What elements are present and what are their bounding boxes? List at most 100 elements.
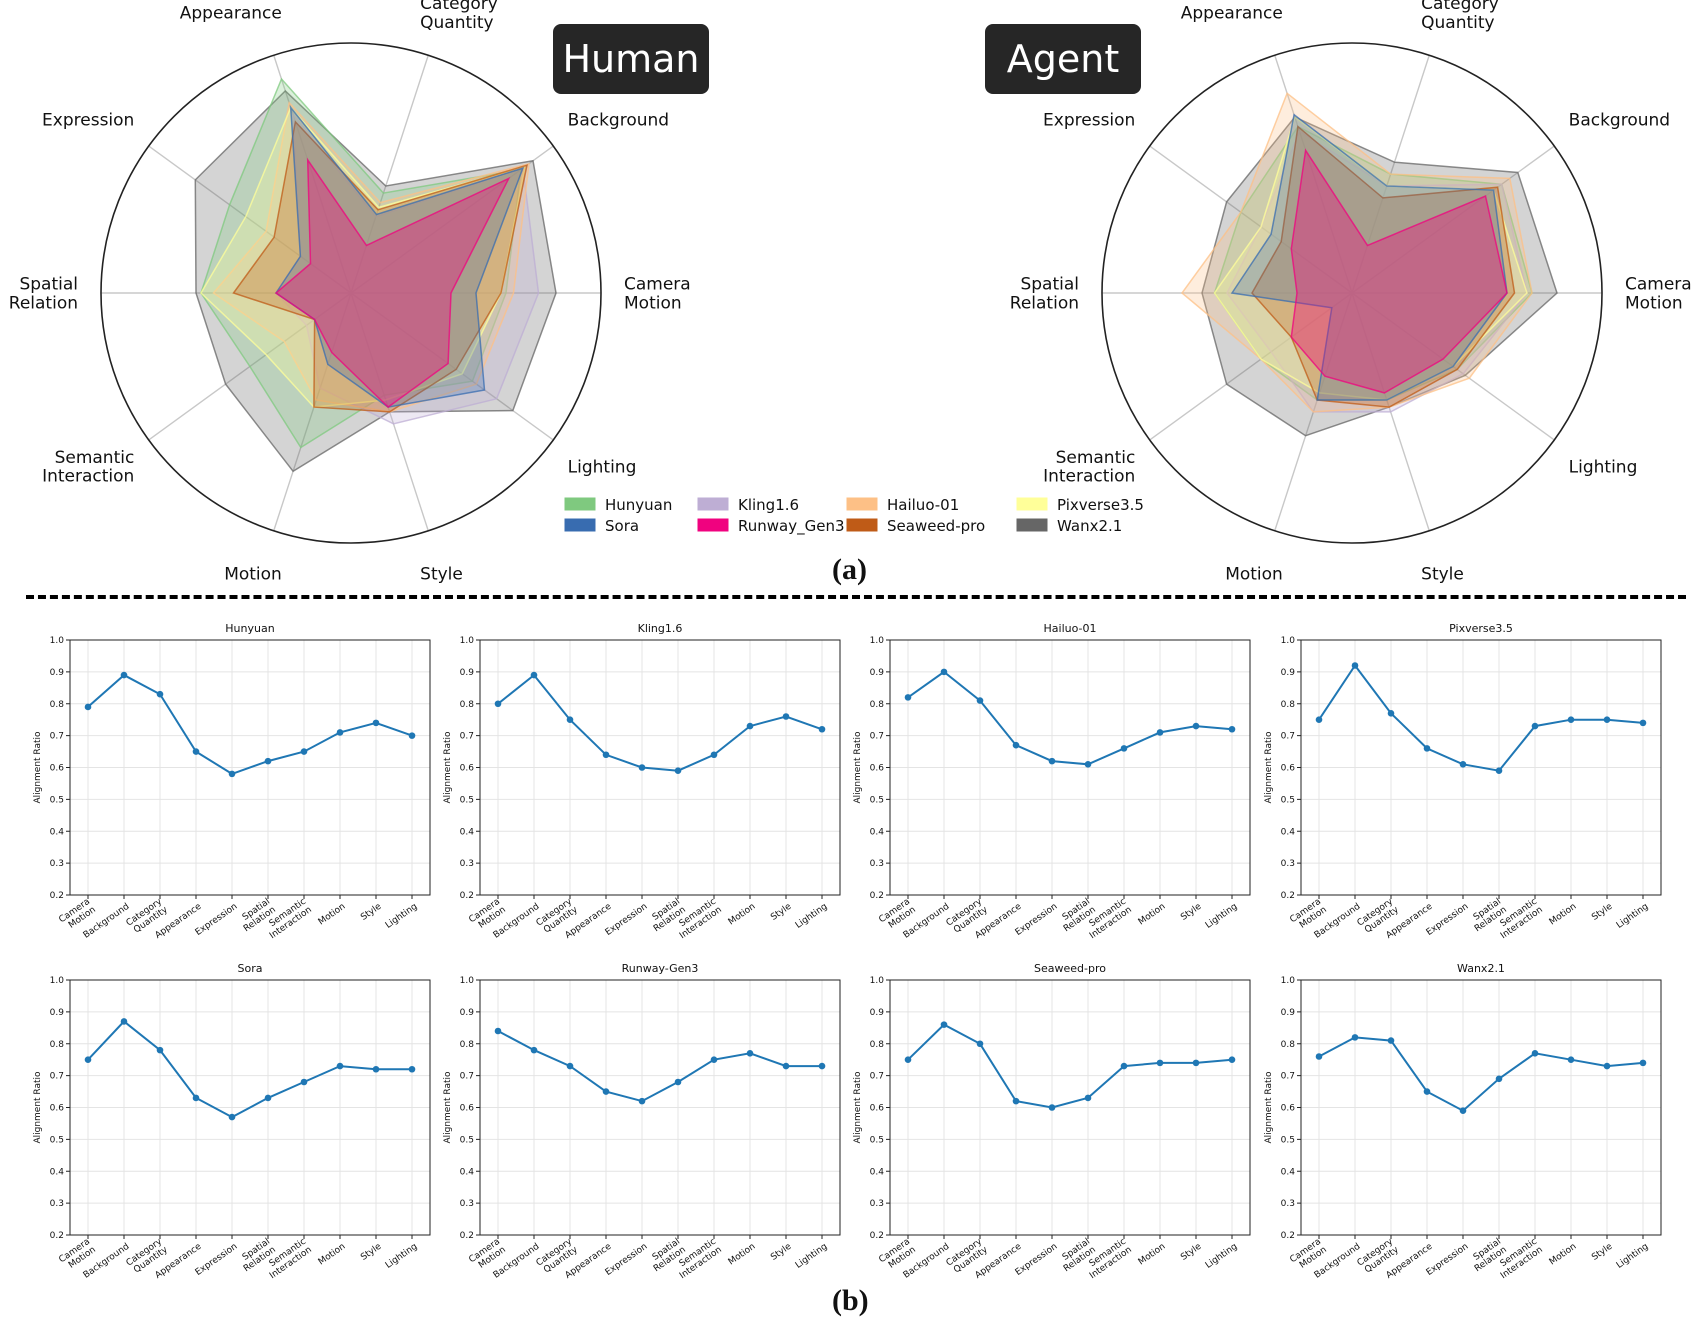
y-tick-label: 0.4 [50,827,65,837]
radar-axis-label: Category Quantity [420,0,498,33]
radar-series-hailuo-01 [212,101,530,413]
y-tick-label: 0.7 [460,1072,474,1082]
y-tick-label: 0.8 [1281,700,1296,710]
radar-series-seaweed-pro [1251,125,1516,408]
y-tick-label: 1.0 [1281,636,1296,646]
y-tick-label: 0.2 [50,891,64,901]
data-point [1495,767,1503,774]
radar-chart-human: Camera Motion Background Category Quantity Ap… [9,0,691,585]
y-tick-label: 0.4 [460,827,475,837]
y-tick-label: 0.6 [870,764,885,774]
data-point [638,1097,646,1105]
x-tick-label: SpatialRelation [646,897,687,934]
x-tick-label: Motion [1137,902,1168,928]
y-tick-label: 0.6 [1281,1104,1296,1114]
panel-b-label: (b) [832,1284,869,1317]
y-tick-label: 0.4 [1281,827,1296,837]
chart-title: Kling1.6 [638,622,683,635]
data-point [818,725,826,733]
y-tick-label: 0.4 [1281,1167,1296,1177]
series-line [497,1030,822,1103]
radar-axis-label: Semantic Interaction [1043,448,1135,487]
y-tick-label: 0.7 [460,732,474,742]
radar-axis-label: Lighting [568,457,637,477]
radar-axis-label: Lighting [1569,457,1638,477]
y-tick-label: 0.2 [460,1231,474,1241]
legend-swatch-wanx2-1 [1016,518,1048,532]
data-point [710,1056,718,1063]
chart-title: Runway-Gen3 [622,962,699,975]
y-tick-label: 0.5 [460,795,474,805]
data-point [602,751,610,759]
data-point [1192,1059,1200,1067]
series-line [1318,663,1644,772]
radar-axis-label: Motion [1225,565,1283,585]
data-point [1567,716,1575,723]
data-point [746,1050,754,1057]
y-tick-label: 0.5 [1281,795,1295,805]
data-point [1084,1094,1092,1102]
data-point [300,1078,308,1086]
data-point [1495,1075,1503,1083]
chart-title: Sora [238,962,263,975]
data-point [120,1018,128,1025]
x-tick-label: Style [1179,901,1204,922]
radar-chart-agent: Camera Motion Background Category Quantity Ap… [1010,0,1692,585]
y-tick-label: 0.3 [1281,1199,1295,1209]
y-axis-label: Alignment Ratio [33,731,43,804]
radar-title-human: Human [553,24,709,94]
data-point [674,1078,682,1086]
data-point [84,703,92,711]
y-tick-label: 0.2 [870,891,884,901]
data-point [1120,745,1128,752]
x-tick-label: Lighting [1615,902,1651,931]
data-point [1531,722,1539,730]
radar-outline [1101,42,1603,544]
series-line [907,670,1233,766]
x-tick-label: Style [1179,1241,1204,1262]
y-tick-label: 0.3 [50,859,64,869]
data-point [1531,1050,1539,1057]
x-tick-label: Style [359,1241,384,1262]
y-tick-label: 0.3 [870,859,884,869]
line-chart-wanx2-1: Wanx2.1 0.2 0.3 0.4 0.5 0.6 0.7 0.8 0.9 1.0 Alignm… [1264,962,1662,1281]
y-tick-label: 0.2 [460,891,474,901]
series-line [1318,1036,1644,1112]
radar-axis-label: Semantic Interaction [42,448,134,487]
data-point [1156,729,1164,736]
x-tick-label: Motion [317,902,348,928]
x-tick-label: Motion [1548,902,1579,928]
line-chart-pixverse3-5: Pixverse3.5 0.2 0.3 0.4 0.5 0.6 0.7 0.8 0.9 1.0 Al… [1264,622,1662,941]
y-tick-label: 0.6 [460,1104,475,1114]
y-tick-label: 1.0 [460,976,475,986]
legend-label-sora: Sora [605,517,639,535]
x-tick-label: Motion [727,902,758,928]
y-tick-label: 0.8 [50,1040,65,1050]
x-tick-label: SpatialRelation [1467,1237,1508,1274]
y-tick-label: 0.5 [50,795,64,805]
data-point [818,1062,826,1070]
line-chart-runway-gen3: Runway-Gen3 0.2 0.3 0.4 0.5 0.6 0.7 0.8 0.9 1.0 Al… [443,962,841,1281]
x-tick-label: SpatialRelation [646,1237,687,1274]
y-tick-label: 0.5 [1281,1135,1295,1145]
data-point [1228,1056,1236,1063]
y-tick-label: 0.7 [50,1072,64,1082]
data-point [1192,722,1200,730]
y-axis-label: Alignment Ratio [853,1071,863,1144]
y-tick-label: 0.3 [50,1199,64,1209]
y-tick-label: 0.8 [870,700,885,710]
y-tick-label: 0.3 [870,1199,884,1209]
x-tick-label: Style [359,901,384,922]
data-point [1120,1062,1128,1070]
data-point [566,1062,574,1070]
panel-divider [26,595,1686,599]
x-tick-label: SpatialRelation [1056,897,1097,934]
y-tick-label: 0.9 [870,1008,885,1018]
radar-axis-label: Motion [224,565,282,585]
chart-title: Hunyuan [225,622,274,635]
line-chart-seaweed-pro: Seaweed-pro 0.2 0.3 0.4 0.5 0.6 0.7 0.8 0.9 1.0 Al… [853,962,1251,1281]
radar-series-runway-gen3 [1290,148,1508,394]
data-point [904,694,912,701]
data-point [1048,1104,1056,1111]
data-point [530,1046,538,1054]
